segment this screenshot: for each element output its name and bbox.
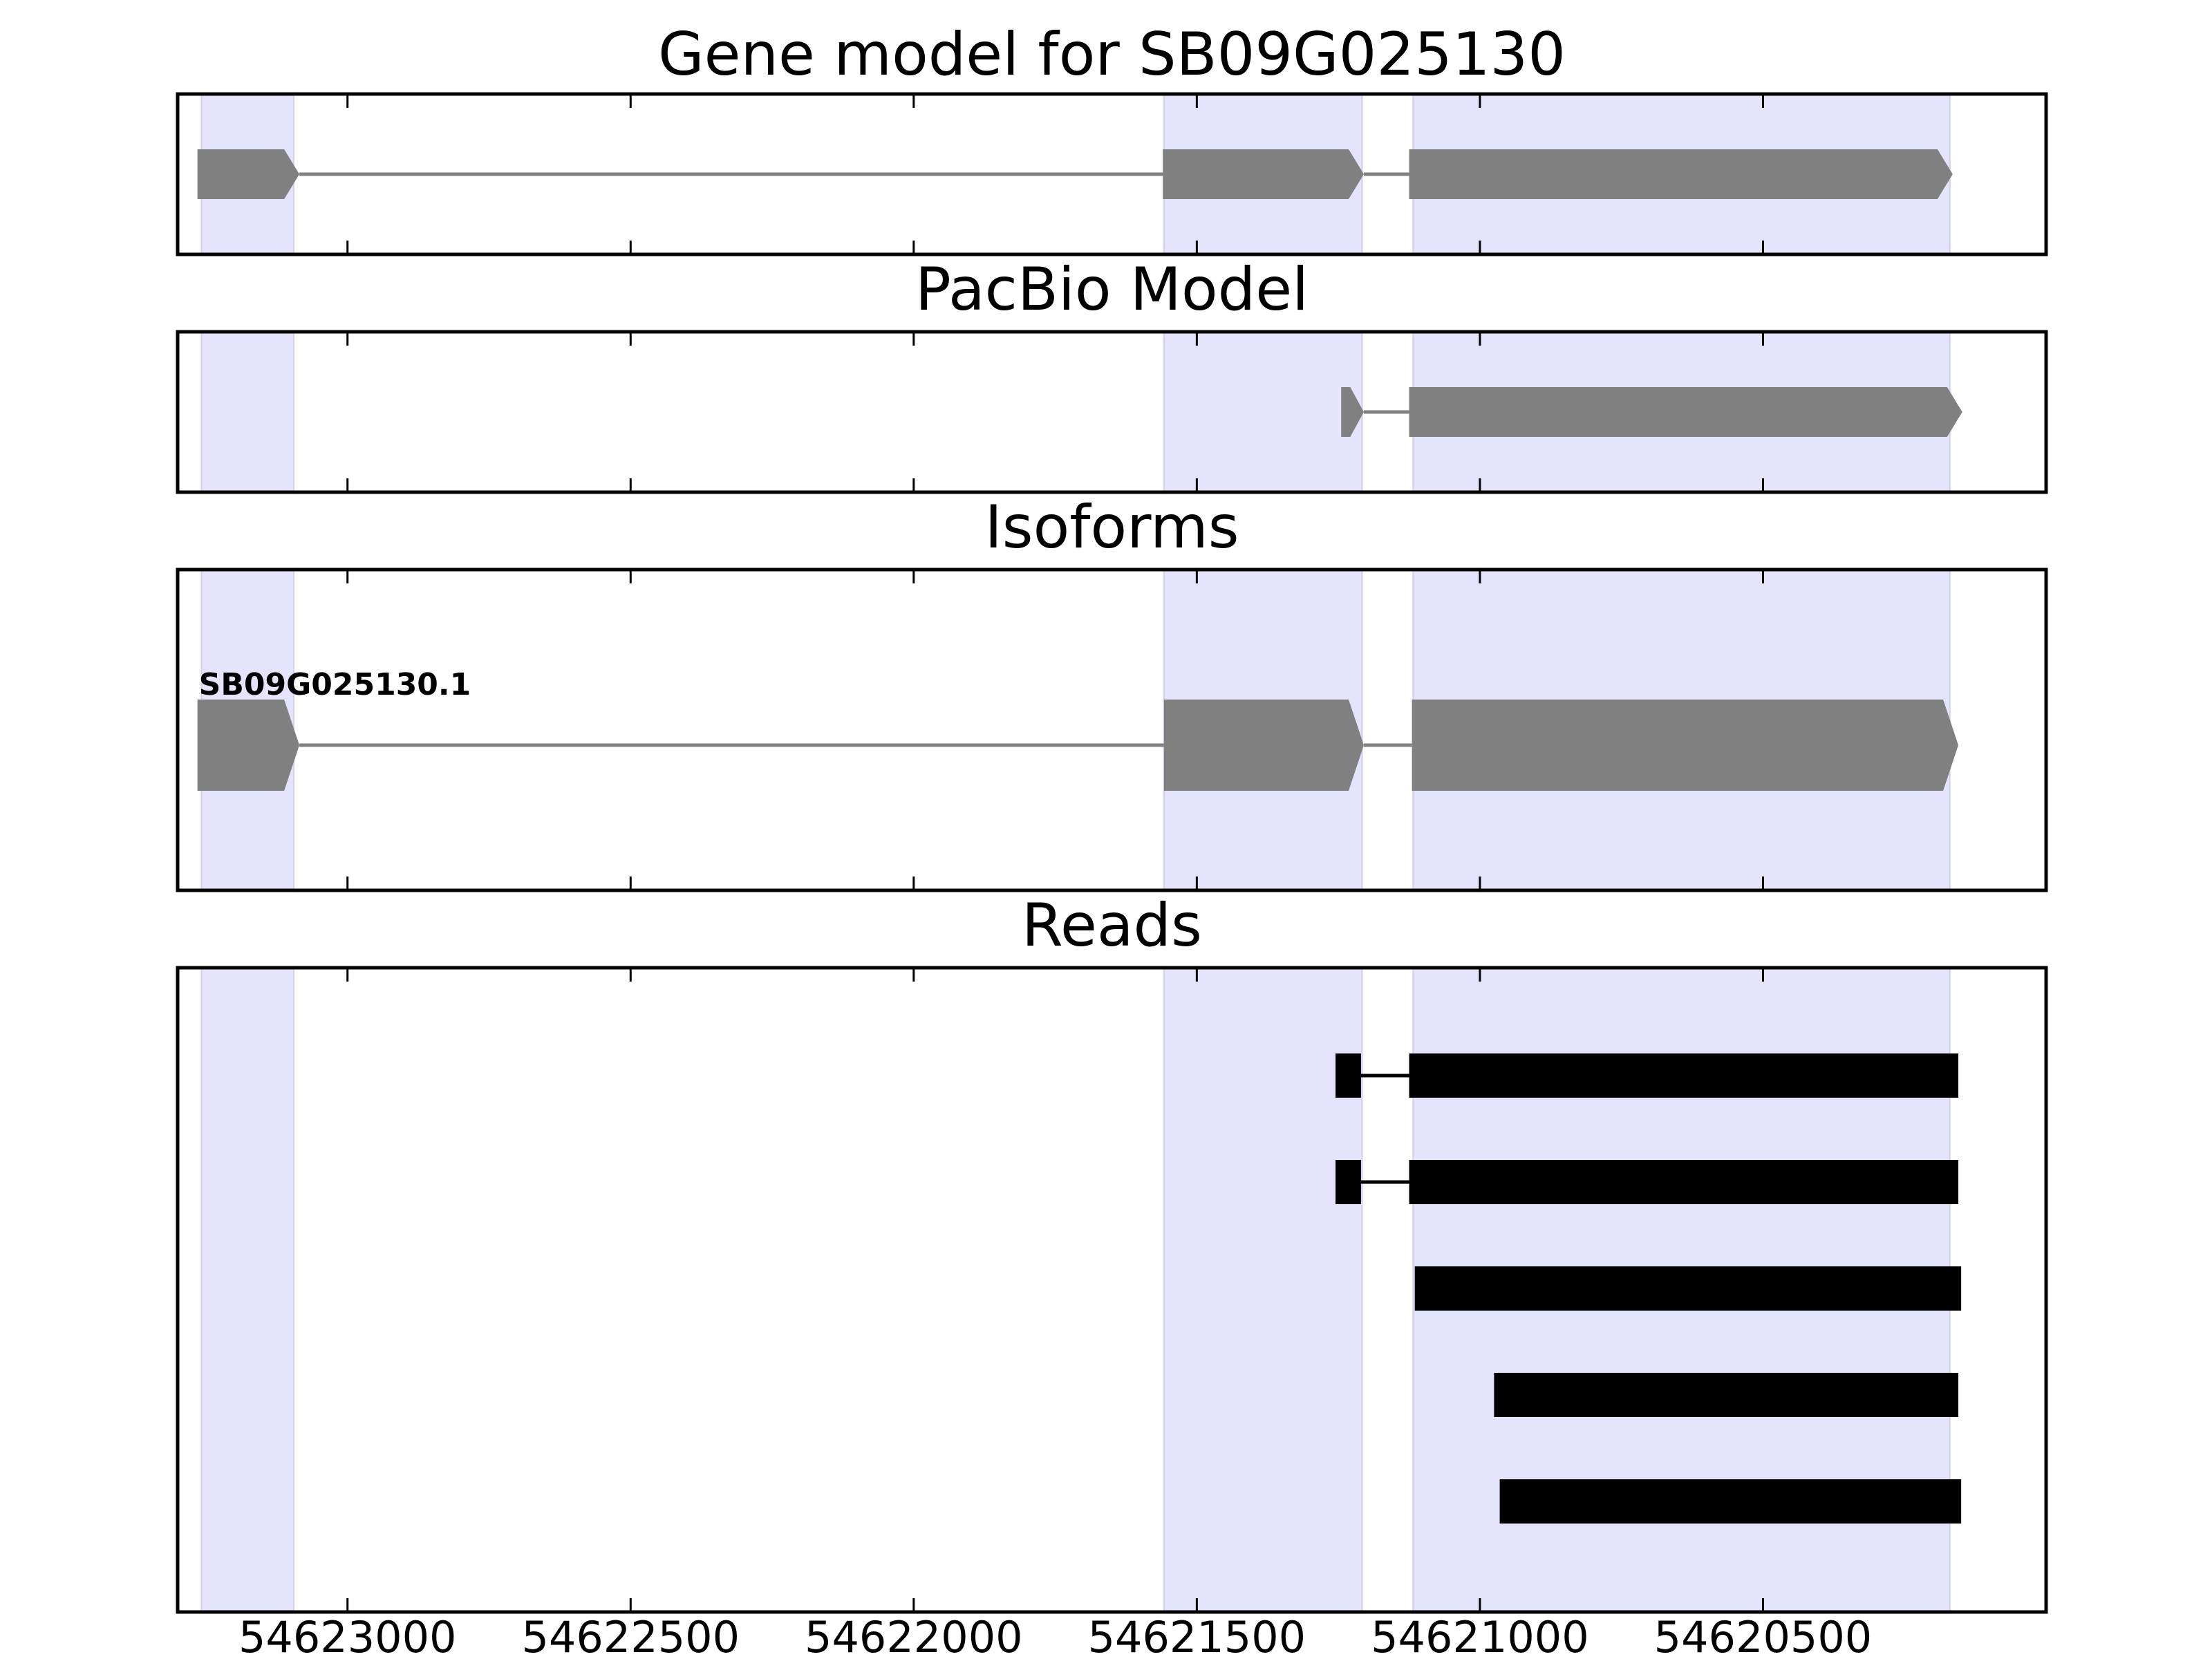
exon-arrow — [197, 149, 300, 199]
exon-arrow — [1409, 149, 1953, 199]
panel-gene-model: Gene model for SB09G025130 — [176, 20, 2048, 256]
exon-arrow — [197, 700, 300, 791]
x-tick-label: 54622500 — [521, 1612, 740, 1659]
read-track — [1335, 1160, 1959, 1204]
read-block — [1499, 1479, 1962, 1524]
x-tick-label: 54621000 — [1371, 1612, 1589, 1659]
gene-model-track — [1341, 387, 1962, 437]
x-tick-label: 54622000 — [805, 1612, 1023, 1659]
panel-title: PacBio Model — [915, 255, 1309, 324]
highlight-region — [200, 331, 294, 493]
panel-frame — [176, 966, 2048, 1614]
x-tick-label: 54621500 — [1088, 1612, 1306, 1659]
panel-reads: Reads — [176, 891, 2048, 1614]
exon-arrow — [1163, 700, 1364, 791]
x-tick-label: 54620500 — [1654, 1612, 1873, 1659]
read-track — [1414, 1266, 1962, 1311]
read-track — [1494, 1373, 1959, 1417]
read-track — [1335, 1053, 1959, 1098]
read-block — [1335, 1160, 1361, 1204]
read-block — [1409, 1053, 1959, 1098]
x-tick-label: 54623000 — [238, 1612, 457, 1659]
panel-frame — [176, 92, 2048, 256]
panel-title: Gene model for SB09G025130 — [658, 20, 1566, 89]
panel-pacbio-model: PacBio Model — [176, 255, 2048, 494]
gene-model-track: SB09G025130.1 — [197, 667, 1959, 791]
read-block — [1335, 1053, 1361, 1098]
panel-frame — [176, 330, 2048, 494]
exon-arrow — [1409, 387, 1962, 437]
panel-frame — [176, 568, 2048, 892]
read-track — [1499, 1479, 1962, 1524]
highlight-region — [1163, 967, 1363, 1613]
read-block — [1409, 1160, 1959, 1204]
highlight-region — [200, 967, 294, 1613]
isoform-label: SB09G025130.1 — [199, 667, 471, 702]
exon-arrow — [1163, 149, 1364, 199]
panel-title: Reads — [1022, 891, 1202, 960]
panel-isoforms: Isoforms SB09G025130.1 — [176, 493, 2048, 892]
read-block — [1414, 1266, 1962, 1311]
highlight-region — [1163, 331, 1363, 493]
gene-model-track — [197, 149, 1953, 199]
read-block — [1494, 1373, 1959, 1417]
exon-arrow — [1341, 387, 1364, 437]
panel-title: Isoforms — [984, 493, 1239, 562]
exon-arrow — [1412, 700, 1959, 791]
